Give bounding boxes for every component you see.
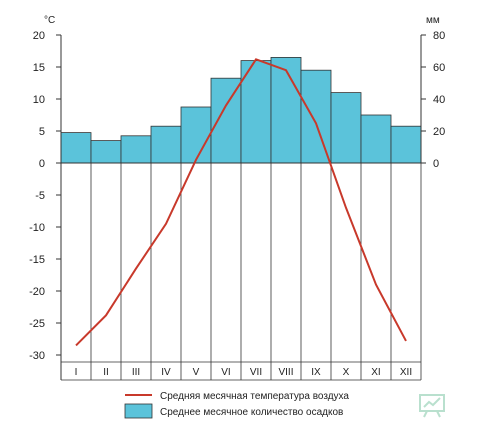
- legend-temperature-label: Средняя месячная температура воздуха: [160, 391, 349, 402]
- precipitation-bar: [271, 57, 301, 163]
- left-tick-label: 5: [39, 126, 45, 138]
- legend-precipitation-label: Среднее месячное количество осадков: [160, 407, 343, 418]
- precipitation-bar: [361, 115, 391, 163]
- legend: Средняя месячная температура воздуха Сре…: [125, 391, 349, 418]
- left-tick-label: -25: [29, 318, 45, 330]
- watermark-icon: [418, 392, 446, 418]
- right-tick-label: 40: [433, 94, 445, 106]
- month-label: VI: [221, 367, 230, 378]
- legend-precipitation-swatch: [125, 404, 152, 418]
- right-tick-label: 80: [433, 30, 445, 42]
- month-label: XI: [371, 367, 380, 378]
- left-axis-ticks: 20 15 10 5 0 -5 -10 -15 -20 -25 -30: [29, 30, 61, 362]
- left-tick-label: 0: [39, 158, 45, 170]
- month-label: XII: [400, 367, 412, 378]
- precipitation-bar: [121, 136, 151, 163]
- right-tick-label: 0: [433, 158, 439, 170]
- precipitation-bar: [91, 141, 121, 163]
- left-tick-label: -30: [29, 350, 45, 362]
- month-label: X: [343, 367, 350, 378]
- right-tick-label: 60: [433, 62, 445, 74]
- left-tick-label: -5: [35, 190, 45, 202]
- precipitation-bar: [151, 126, 181, 163]
- right-axis-unit: мм: [426, 15, 440, 26]
- month-label: VIII: [278, 367, 293, 378]
- precipitation-bar: [391, 126, 421, 163]
- month-labels: I II III IV V VI VII VIII IX X XI XII: [75, 367, 413, 378]
- precipitation-bars: [61, 57, 421, 163]
- left-axis-unit: °C: [44, 15, 55, 26]
- precipitation-bar: [61, 133, 91, 163]
- left-tick-label: 15: [33, 62, 45, 74]
- month-label: II: [103, 367, 109, 378]
- month-label: V: [193, 367, 200, 378]
- left-tick-label: 10: [33, 94, 45, 106]
- precipitation-bar: [181, 107, 211, 163]
- precipitation-bar: [331, 93, 361, 163]
- month-label: IV: [161, 367, 171, 378]
- month-label: VII: [250, 367, 262, 378]
- left-tick-label: -10: [29, 222, 45, 234]
- left-tick-label: 20: [33, 30, 45, 42]
- precipitation-bar: [301, 70, 331, 163]
- right-axis-ticks: 80 60 40 20 0: [421, 30, 445, 170]
- left-tick-label: -20: [29, 286, 45, 298]
- right-tick-label: 20: [433, 126, 445, 138]
- left-tick-label: -15: [29, 254, 45, 266]
- month-gridlines: [61, 163, 421, 380]
- month-label: I: [75, 367, 78, 378]
- month-label: III: [132, 367, 140, 378]
- month-label: IX: [311, 367, 321, 378]
